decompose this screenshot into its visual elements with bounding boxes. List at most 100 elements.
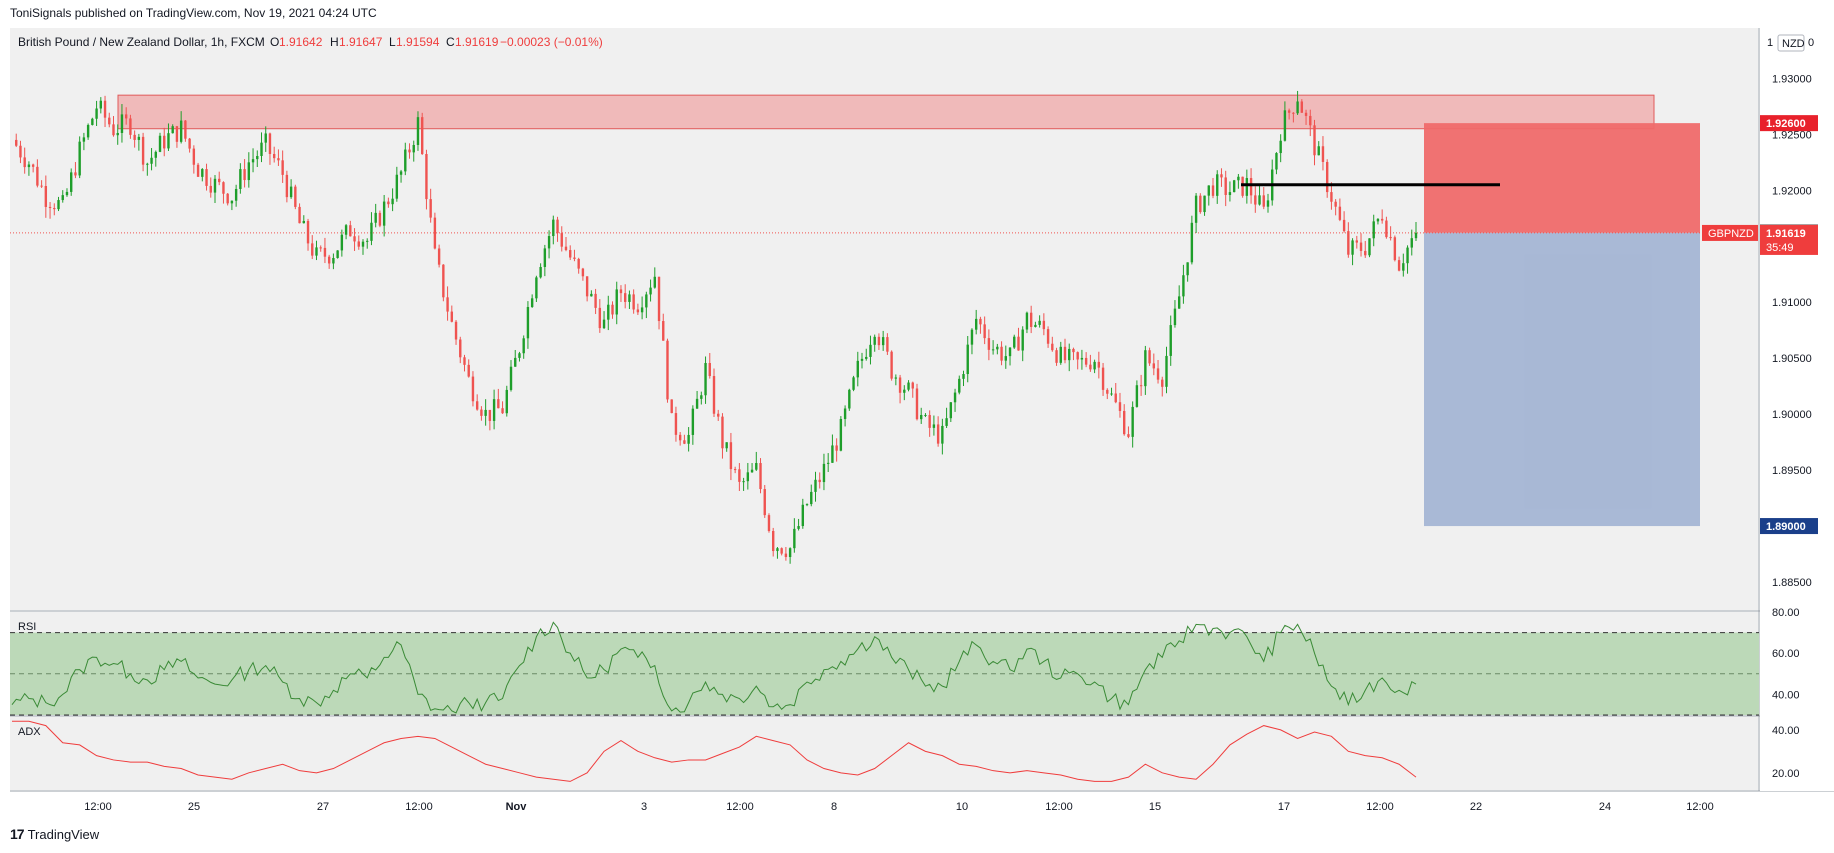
candle-body	[852, 377, 855, 390]
candle-body	[1017, 336, 1020, 351]
candle-body	[319, 247, 322, 249]
candle-body	[907, 382, 910, 390]
candle-body	[213, 178, 217, 193]
candle-body	[226, 193, 229, 204]
candle-body	[1076, 352, 1079, 360]
candle-body	[522, 338, 525, 354]
candle-body	[387, 201, 390, 205]
ohlc-low-label: L	[389, 35, 396, 49]
candle-body	[936, 424, 940, 444]
candle-body	[184, 120, 187, 139]
candle-body	[382, 201, 386, 226]
candle-body	[154, 151, 157, 158]
candle-body	[1152, 363, 1156, 369]
candle-body	[1165, 355, 1168, 387]
candle-body	[1207, 185, 1210, 196]
candle-body	[801, 504, 805, 527]
candle-body	[623, 293, 627, 302]
ohlc-change: −0.00023 (−0.01%)	[500, 35, 603, 49]
candle-body	[256, 155, 259, 160]
candle-body	[1000, 346, 1003, 361]
resistance-zone	[117, 94, 1655, 130]
candle-body	[547, 236, 551, 249]
candle-body	[366, 240, 369, 242]
candle-body	[530, 298, 534, 308]
adx-tick-label: 40.00	[1772, 725, 1800, 737]
candle-body	[306, 220, 310, 244]
last-price-tag-bg	[1760, 224, 1818, 255]
currency-button-bg[interactable]	[1777, 34, 1805, 52]
candle-body	[124, 114, 128, 119]
candle-body	[911, 382, 914, 389]
candle-body	[378, 212, 382, 226]
candle-body	[590, 293, 593, 297]
candle-body	[1123, 410, 1126, 435]
candle-body	[171, 126, 174, 134]
tradingview-logo[interactable]: 17 TradingView	[10, 826, 99, 842]
symbol-legend[interactable]: British Pound / New Zealand Dollar, 1h, …	[18, 35, 265, 49]
candle-body	[277, 158, 280, 161]
candle-body	[1321, 146, 1325, 162]
candle-body	[1279, 140, 1282, 154]
candle-body	[941, 425, 944, 444]
candle-body	[298, 206, 301, 224]
rsi-line	[11, 621, 1417, 714]
candle-body	[1139, 385, 1143, 387]
candle-body	[260, 142, 263, 156]
candle-body	[1055, 350, 1058, 363]
currency-button[interactable]: NZD	[1782, 38, 1805, 50]
candle-body	[535, 277, 538, 299]
time-tick-label: 25	[188, 801, 200, 813]
candle-body	[1220, 174, 1223, 178]
scale-top-right: 0	[1808, 37, 1814, 49]
candle-body	[82, 137, 86, 142]
candle-body	[509, 366, 513, 390]
price-scale-bg[interactable]	[1760, 28, 1834, 791]
candle-body	[1004, 356, 1007, 361]
candle-body	[48, 206, 52, 209]
candle-body	[636, 309, 640, 313]
candle-body	[1406, 247, 1409, 264]
ohlc-high-label: H	[330, 35, 339, 49]
candle-body	[353, 236, 356, 242]
candle-body	[1216, 174, 1219, 196]
candle-body	[865, 356, 868, 359]
candle-body	[704, 362, 707, 396]
candle-body	[1156, 368, 1160, 380]
candle-body	[712, 376, 716, 414]
candle-body	[953, 392, 957, 403]
candle-body	[573, 257, 576, 259]
price-tick-label: 1.93000	[1772, 73, 1812, 85]
candle-body	[1013, 336, 1016, 348]
price-tick-label: 1.90000	[1772, 409, 1812, 421]
candle-body	[1097, 361, 1101, 368]
candle-body	[991, 349, 995, 351]
candle-body	[569, 250, 572, 258]
time-scale-bg[interactable]	[10, 792, 1759, 820]
candle-body	[755, 463, 758, 470]
candle-body	[1330, 192, 1333, 202]
rsi-label[interactable]: RSI	[18, 621, 36, 633]
price-tick-label: 1.92000	[1772, 185, 1812, 197]
candle-body	[729, 442, 733, 470]
candle-body	[543, 248, 547, 267]
candle-body	[492, 399, 496, 421]
candle-body	[759, 463, 762, 490]
take-profit-zone	[1424, 232, 1700, 527]
candle-body	[344, 225, 348, 235]
candle-body	[467, 364, 470, 377]
candle-body	[70, 172, 73, 192]
candle-body	[1351, 240, 1354, 255]
candle-body	[137, 136, 141, 140]
adx-label[interactable]: ADX	[18, 726, 41, 738]
candle-body	[99, 100, 103, 109]
candle-body	[666, 340, 669, 400]
price-tick-label: 1.88500	[1772, 577, 1812, 589]
tradingview-mark-icon: 17	[10, 826, 25, 842]
candle-body	[361, 241, 365, 247]
time-tick-label: 12:00	[726, 801, 754, 813]
time-tick-label: 17	[1278, 801, 1290, 813]
candle-body	[1046, 329, 1050, 344]
candle-body	[239, 169, 242, 189]
